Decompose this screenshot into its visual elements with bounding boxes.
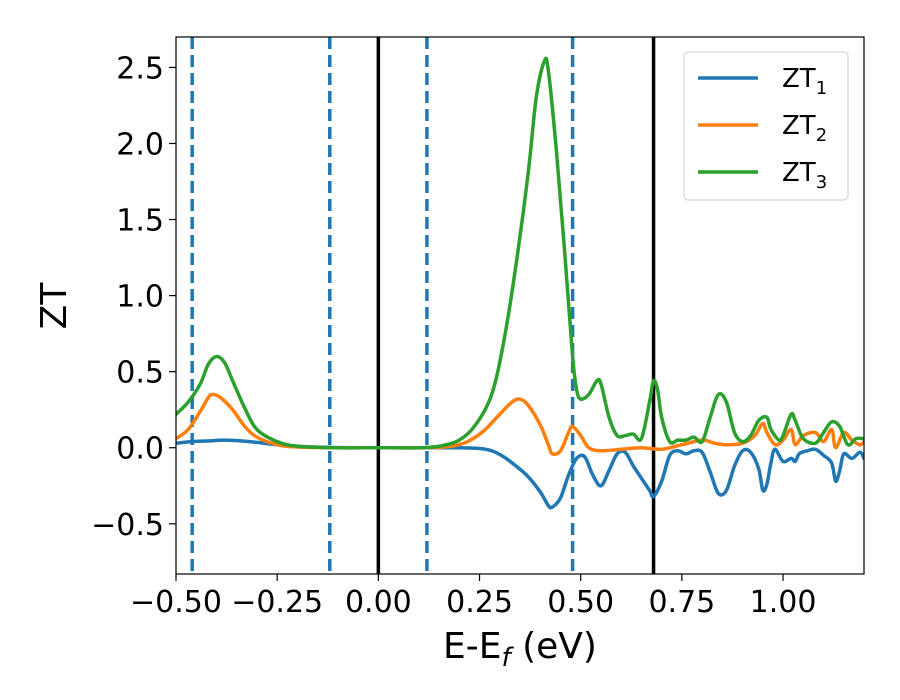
x-axis-label-unit: (eV) (511, 626, 597, 667)
series-layer (176, 56, 864, 510)
legend-label-zt2: ZT2 (782, 111, 827, 146)
y-tick-label: 0.0 (116, 432, 164, 467)
legend-label-zt3: ZT3 (782, 158, 827, 193)
y-tick-label: 1.5 (116, 204, 164, 239)
y-tick-label: 0.5 (116, 356, 164, 391)
reference-lines (190, 37, 656, 574)
x-tick-label: 0.25 (446, 585, 513, 620)
x-tick-label: −0.25 (231, 585, 323, 620)
x-axis-ticks: −0.50 −0.25 0.00 0.25 0.50 0.75 1.00 (130, 574, 816, 620)
x-tick-label: 0.75 (648, 585, 715, 620)
x-tick-label: 0.50 (547, 585, 614, 620)
series-line-zt3 (176, 56, 864, 450)
series-line-zt2 (176, 392, 864, 457)
y-axis-ticks: −0.5 0.0 0.5 1.0 1.5 2.0 2.5 (91, 51, 176, 543)
x-tick-label: 0.00 (345, 585, 412, 620)
y-tick-label: 2.0 (116, 127, 164, 162)
y-tick-label: 2.5 (116, 51, 164, 86)
series-line-zt1 (176, 438, 864, 510)
x-tick-label: −0.50 (130, 585, 222, 620)
legend-label-zt1: ZT1 (782, 64, 827, 99)
y-axis-label: ZT (34, 282, 75, 330)
legend: ZT1 ZT2 ZT3 (683, 51, 849, 201)
x-tick-label: 1.00 (750, 585, 817, 620)
legend-box (683, 51, 849, 201)
x-axis-label: E-Ef (eV) (443, 626, 597, 673)
plot-frame (175, 36, 865, 575)
y-tick-label: 1.0 (116, 280, 164, 315)
y-tick-label: −0.5 (91, 508, 164, 543)
